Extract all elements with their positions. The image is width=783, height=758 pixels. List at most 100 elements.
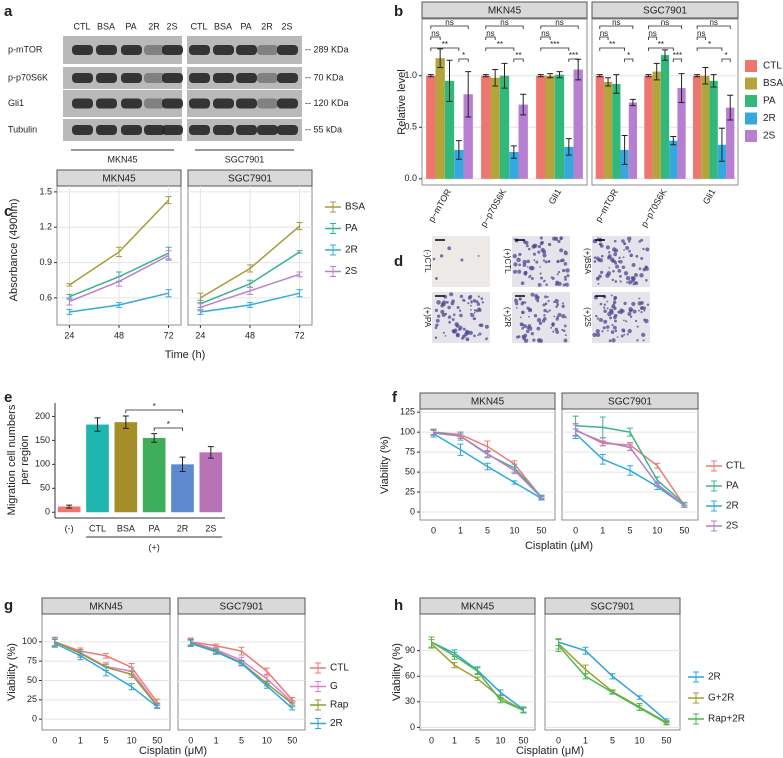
cell-dot	[553, 300, 556, 304]
significance-label: ns	[431, 29, 439, 38]
cell-dot	[638, 309, 640, 312]
cell-dot	[606, 271, 612, 276]
cell-dot	[470, 312, 473, 315]
bar	[603, 81, 613, 179]
bar	[717, 144, 727, 179]
cell-dot	[526, 259, 531, 264]
cell-dot	[626, 281, 628, 284]
bar	[142, 437, 166, 513]
size-label: -- 55 kDa	[305, 124, 342, 134]
cell-dot	[458, 309, 462, 312]
error-bar	[51, 639, 58, 648]
cell-dot	[537, 250, 541, 254]
cell-dot	[514, 298, 518, 303]
cell-dot	[628, 306, 633, 312]
cell-dot	[485, 337, 488, 341]
cell-dot	[539, 272, 542, 275]
error-bar	[599, 454, 606, 465]
significance-label: **	[609, 40, 615, 49]
facet-label: MKN45	[471, 397, 505, 408]
legend-errorbar	[693, 713, 699, 725]
cell-dot	[432, 257, 436, 261]
cell-dot	[543, 316, 547, 321]
cell-dot	[478, 332, 482, 336]
y-axis-title: Migration cell numbers	[6, 404, 18, 515]
cell-dot	[551, 322, 555, 326]
panel-letter: b	[394, 3, 403, 20]
error-bar	[556, 71, 563, 79]
error-bar	[511, 466, 518, 475]
cell-dot	[617, 268, 622, 273]
cell-dot	[629, 253, 634, 258]
cell-dot	[546, 295, 549, 298]
lane-label: CTL	[190, 21, 207, 31]
blot-band	[96, 125, 117, 135]
y-tick-label: 90	[405, 645, 415, 655]
x-tick-label: 2R	[177, 523, 189, 533]
cell-dot	[535, 260, 539, 264]
cell-dot	[473, 311, 476, 314]
cell-dot	[538, 321, 543, 325]
cell-dot	[526, 244, 529, 248]
cell-dot	[435, 323, 439, 327]
error-bar	[151, 433, 158, 443]
bar	[481, 75, 491, 179]
cell-dot	[517, 269, 522, 274]
cell-dot	[553, 315, 556, 318]
x-tick-label: 10	[262, 735, 272, 745]
error-bar	[430, 430, 437, 436]
cell-dot	[616, 336, 619, 338]
cell-dot	[475, 300, 479, 304]
blot-band	[257, 73, 278, 83]
bracket	[485, 36, 496, 40]
cell-dot	[619, 280, 622, 283]
x-tick-label: Gli1	[701, 187, 718, 206]
cell-dot	[623, 333, 626, 336]
error-bar	[653, 62, 660, 81]
error-bar	[629, 98, 636, 107]
cell-dot	[643, 309, 646, 312]
x-tick-label: 0	[52, 735, 57, 745]
legend-errorbar	[330, 266, 336, 277]
cell-dot	[444, 334, 447, 337]
blot-band	[121, 125, 142, 135]
cell-dot	[635, 254, 639, 258]
cell-dot	[640, 311, 643, 314]
error-bar	[263, 683, 270, 689]
bar	[612, 83, 621, 179]
cell-dot	[566, 274, 570, 278]
cell-dot	[537, 244, 541, 249]
cell-dot	[555, 282, 559, 286]
bracket	[540, 25, 579, 29]
cell-dot	[614, 261, 618, 265]
bracket	[721, 58, 731, 62]
x-tick-label: 10	[495, 735, 505, 745]
cell-dot	[556, 273, 559, 276]
cell-dot	[597, 282, 600, 285]
legend-errorbar	[711, 460, 717, 472]
significance-label: ns	[555, 18, 563, 27]
y-tick-label: 200	[35, 411, 50, 421]
error-bar	[66, 309, 73, 315]
micrograph	[432, 236, 490, 287]
cell-dot	[523, 338, 529, 343]
micrograph-label: (+)BSA	[583, 248, 592, 275]
cell-dot	[613, 252, 617, 257]
bar	[509, 152, 519, 179]
cell-dot	[593, 260, 597, 263]
cell-dot	[547, 299, 550, 303]
error-bar	[446, 59, 453, 102]
bar	[595, 75, 604, 179]
cell-dot	[608, 266, 611, 269]
cell-dot	[618, 274, 622, 278]
significance-label: ns	[661, 18, 669, 27]
bar	[57, 506, 81, 513]
cell-dot	[642, 339, 645, 342]
cell-dot	[530, 277, 534, 280]
error-bar	[609, 673, 616, 680]
cell-dot	[465, 330, 470, 335]
error-bar	[428, 636, 435, 648]
y-tick-label: 0	[410, 506, 415, 516]
y-tick-label: 0.5	[404, 122, 417, 132]
cell-dot	[614, 280, 618, 283]
